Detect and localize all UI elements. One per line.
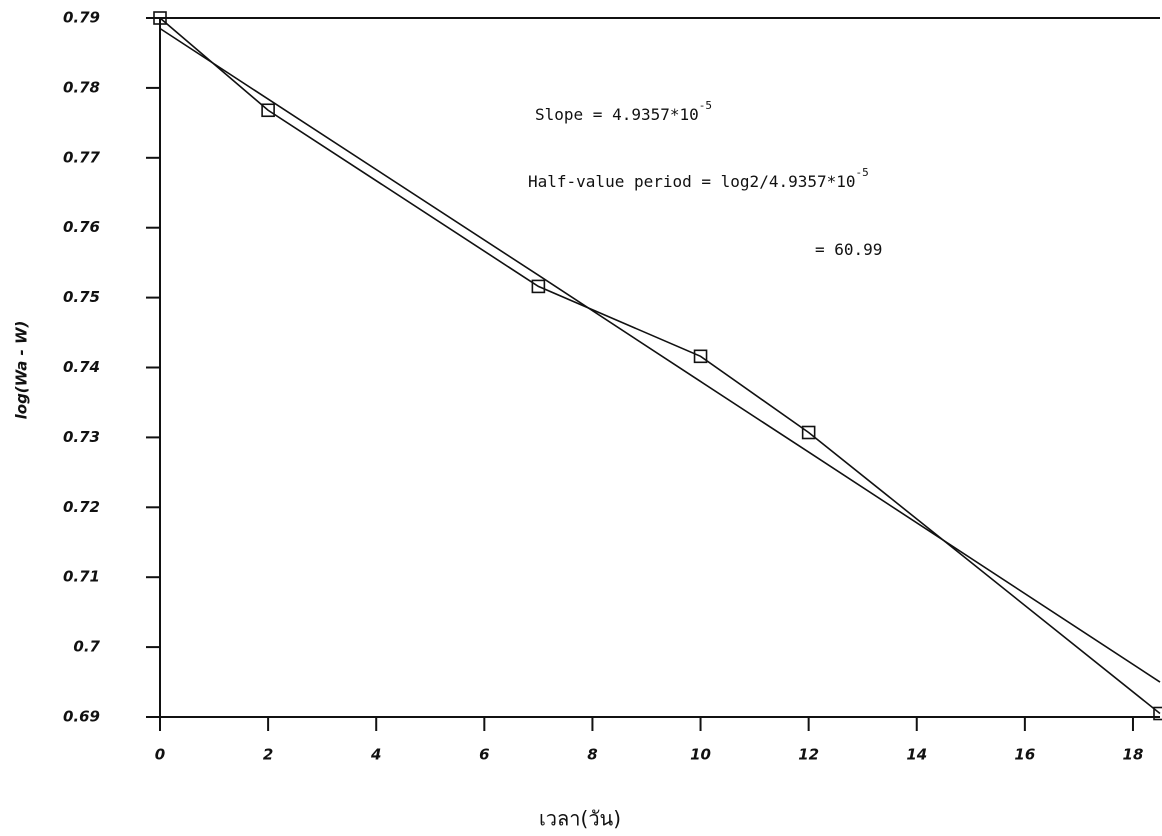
y-tick-label: 0.72	[63, 498, 100, 516]
annotation: = 60.99	[815, 240, 882, 259]
annotation-text: Slope = 4.9357*10	[535, 105, 699, 124]
y-tick-label: 0.71	[63, 568, 100, 586]
x-tick-label: 6	[479, 746, 489, 764]
x-tick-label: 4	[370, 746, 381, 764]
series-line	[159, 27, 1161, 683]
annotation: Half-value period = log2/4.9357*10-5	[528, 166, 869, 191]
y-tick-label: 0.7	[73, 638, 100, 656]
y-tick-label: 0.69	[63, 708, 100, 726]
y-tick-label: 0.74	[63, 358, 100, 376]
x-axis-label: เวลา(วัน)	[539, 807, 621, 831]
y-tick-label: 0.73	[63, 428, 100, 446]
data-point	[693, 349, 708, 364]
annotation: Slope = 4.9357*10-5	[535, 99, 712, 124]
annotation-text: Half-value period = log2/4.9357*10	[528, 172, 856, 191]
data-point	[1153, 706, 1162, 721]
x-tick-label: 10	[690, 746, 711, 764]
y-tick-label: 0.76	[63, 218, 100, 236]
x-tick-label: 16	[1014, 746, 1035, 764]
data-point	[261, 103, 275, 118]
series-line	[159, 17, 1161, 715]
x-tick-label: 8	[587, 746, 597, 764]
data-point	[801, 425, 816, 440]
x-tick-label: 0	[155, 746, 165, 764]
annotation-text: = 60.99	[815, 240, 882, 259]
y-tick-label: 0.75	[63, 288, 100, 306]
x-tick-label: 14	[906, 746, 927, 764]
annotation-superscript: -5	[856, 166, 869, 179]
data-point	[153, 11, 167, 25]
y-tick-label: 0.79	[63, 9, 100, 27]
annotation-superscript: -5	[699, 99, 712, 112]
y-tick-label: 0.78	[63, 78, 100, 96]
x-tick-label: 18	[1123, 746, 1144, 764]
data-point	[531, 279, 546, 294]
y-axis-label: log(Wa - W)	[13, 321, 31, 420]
y-tick-label: 0.77	[63, 148, 101, 166]
x-tick-label: 2	[263, 746, 273, 764]
x-tick-label: 12	[798, 746, 819, 764]
